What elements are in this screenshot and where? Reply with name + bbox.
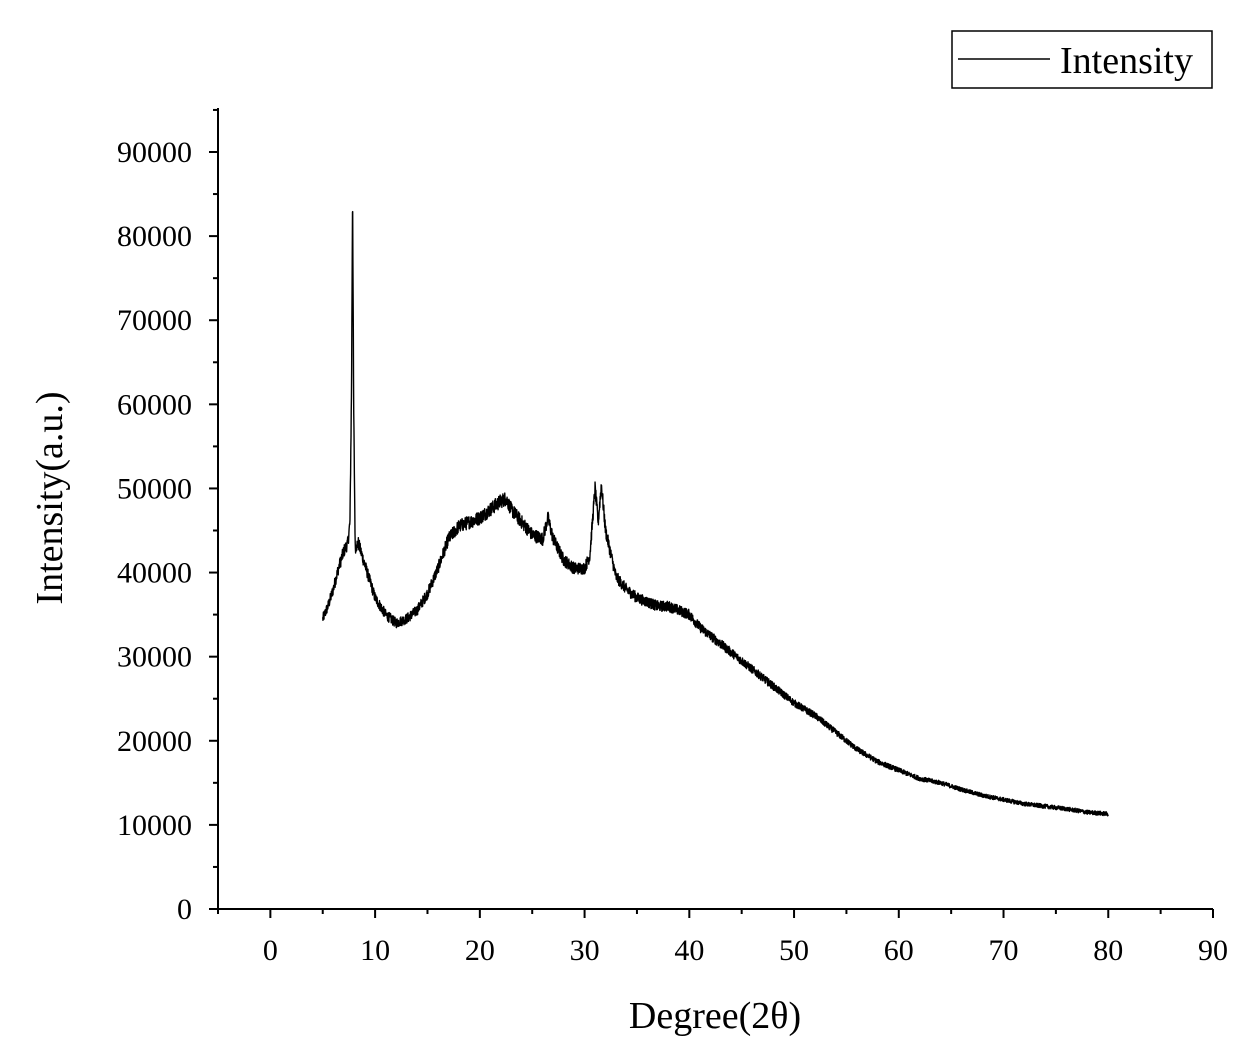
x-tick-label: 10 [360, 934, 390, 967]
x-tick-label: 60 [884, 934, 914, 967]
y-ticks: 0 10000 20000 30000 40000 50000 60000 70000 8000… [117, 108, 218, 926]
y-tick-label: 90000 [117, 136, 192, 169]
y-tick-label: 10000 [117, 809, 192, 842]
series-layer [322, 210, 1109, 817]
x-tick-label: 0 [263, 934, 278, 967]
x-tick-label: 80 [1093, 934, 1123, 967]
y-tick-label: 30000 [117, 641, 192, 674]
legend-label-intensity: Intensity [1060, 40, 1193, 82]
axes [217, 108, 1213, 910]
x-tick-label: 30 [570, 934, 600, 967]
series-line-intensity [322, 210, 1109, 817]
y-tick-label: 60000 [117, 388, 192, 421]
y-tick-label: 80000 [117, 220, 192, 253]
x-axis-title: Degree(2θ) [629, 995, 801, 1037]
x-tick-label: 90 [1198, 934, 1228, 967]
y-tick-label: 20000 [117, 725, 192, 758]
y-tick-label: 70000 [117, 304, 192, 337]
y-tick-label: 50000 [117, 472, 192, 505]
x-ticks: 0 10 20 30 40 50 60 70 80 90 [217, 909, 1228, 967]
y-tick-label: 40000 [117, 557, 192, 590]
y-axis-title: Intensity(a.u.) [29, 391, 71, 604]
x-tick-label: 20 [465, 934, 495, 967]
x-tick-label: 70 [989, 934, 1019, 967]
x-tick-label: 40 [674, 934, 704, 967]
y-tick-label: 0 [177, 893, 192, 926]
x-tick-label: 50 [779, 934, 809, 967]
legend: Intensity [951, 30, 1213, 89]
